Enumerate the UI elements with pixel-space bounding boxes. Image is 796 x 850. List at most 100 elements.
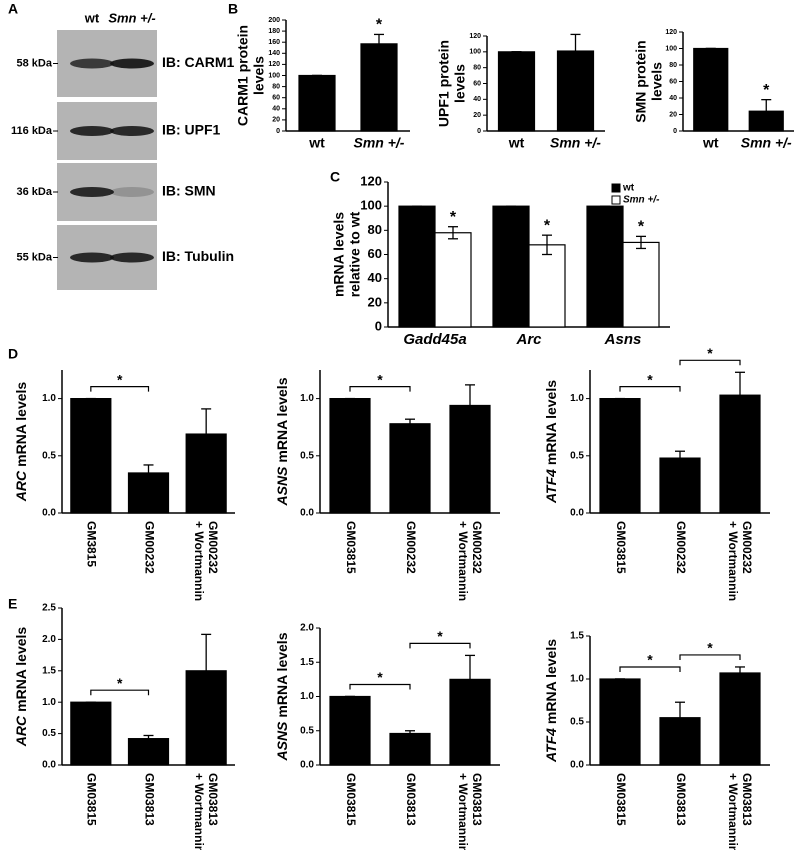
x-tick-label: wt xyxy=(508,135,525,151)
y-axis-label: relative to wt xyxy=(347,211,363,297)
x-tick-label: Arc xyxy=(515,331,542,348)
y-tick-label: 1.0 xyxy=(300,691,314,702)
y-tick-label: 120 xyxy=(268,61,280,68)
x-tick-label: GM03813 xyxy=(206,773,220,826)
y-tick-label: 140 xyxy=(268,50,280,57)
y-axis-label: CARM1 protein xyxy=(235,25,251,126)
blot-band xyxy=(110,58,154,69)
legend-label: Smn +/- xyxy=(623,195,660,206)
y-tick-label: 0 xyxy=(673,128,677,135)
y-tick-label: 0.5 xyxy=(42,728,56,739)
y-tick-label: 20 xyxy=(669,111,677,118)
y-axis-label: ARC mRNA levels xyxy=(13,627,29,748)
y-tick-label: 0.0 xyxy=(300,508,314,519)
bar xyxy=(70,398,112,514)
y-label-text: mRNA levels xyxy=(543,380,559,465)
significance-star: * xyxy=(763,82,770,99)
panel-label: C xyxy=(330,169,340,185)
antibody-label: IB: Tubulin xyxy=(162,248,234,264)
significance-star: * xyxy=(707,640,713,656)
x-tick-label: GM03815 xyxy=(614,521,628,574)
y-label-text: mRNA levels xyxy=(274,632,290,717)
bar xyxy=(329,398,371,514)
bar xyxy=(659,457,701,514)
y-label-gene: ATF4 xyxy=(543,728,559,763)
y-tick-label: 120 xyxy=(360,173,382,188)
y-tick-label: 0 xyxy=(375,318,382,333)
blot-band xyxy=(70,126,114,136)
bar xyxy=(127,738,170,766)
y-tick-label: 0.5 xyxy=(570,717,584,728)
y-axis-label: levels xyxy=(251,56,267,95)
y-tick-label: 120 xyxy=(665,29,677,36)
y-tick-label: 80 xyxy=(368,222,382,237)
bar xyxy=(434,232,472,328)
y-tick-label: 1.0 xyxy=(570,393,584,404)
y-tick-label: 60 xyxy=(473,80,481,87)
treatment-label: + Wortmannin xyxy=(726,773,740,850)
y-label-text: mRNA levels xyxy=(543,639,559,724)
significance-star: * xyxy=(377,371,383,387)
significance-bracket xyxy=(409,642,471,649)
y-tick-label: 0.5 xyxy=(42,450,56,461)
y-tick-label: 0 xyxy=(276,128,280,135)
y-tick-label: 0.0 xyxy=(42,508,56,519)
significance-star: * xyxy=(638,219,645,236)
legend-label: wt xyxy=(622,183,635,194)
y-tick-label: 100 xyxy=(469,49,481,56)
bar xyxy=(492,205,530,328)
y-tick-label: 1.0 xyxy=(42,393,56,404)
bar xyxy=(599,678,641,766)
y-tick-label: 40 xyxy=(473,96,481,103)
significance-bracket xyxy=(90,386,150,392)
bar xyxy=(586,205,624,328)
blot-band xyxy=(110,187,154,197)
bar xyxy=(389,732,431,766)
y-tick-label: 100 xyxy=(665,45,677,52)
treatment-label: + Wortmannin xyxy=(726,521,740,601)
x-tick-label: Smn +/- xyxy=(550,135,601,151)
y-label-gene: ATF4 xyxy=(543,469,559,504)
y-tick-label: 0.0 xyxy=(300,760,314,771)
significance-star: * xyxy=(376,17,383,34)
panel-label: B xyxy=(228,1,238,17)
x-tick-label: GM03813 xyxy=(740,773,754,826)
x-tick-label: GM00232 xyxy=(404,521,418,574)
x-tick-label: GM03815 xyxy=(344,521,358,574)
legend-swatch xyxy=(611,195,621,205)
bar xyxy=(329,695,371,766)
x-tick-label: GM03815 xyxy=(85,773,99,826)
blot-band xyxy=(70,187,114,197)
marker-label: 116 kDa xyxy=(11,125,53,137)
y-tick-label: 40 xyxy=(368,270,382,285)
y-tick-label: 200 xyxy=(268,17,280,24)
panel-label: A xyxy=(8,1,18,17)
x-tick-label: GM03813 xyxy=(142,773,156,826)
y-label-gene: ASNS xyxy=(274,466,290,507)
y-tick-label: 0.0 xyxy=(570,760,584,771)
x-tick-label: GM03813 xyxy=(470,773,484,826)
x-tick-label: wt xyxy=(702,135,719,151)
blot-band xyxy=(110,252,154,263)
treatment-label: + Wortmannin xyxy=(192,773,206,850)
y-axis-label: ATF4 mRNA levels xyxy=(543,639,559,763)
treatment-label: + Wortmannin xyxy=(456,773,470,850)
x-tick-label: GM03813 xyxy=(674,773,688,826)
y-label-gene: ASNS xyxy=(274,721,290,762)
bar xyxy=(298,74,336,132)
blot-band xyxy=(70,58,114,69)
bar xyxy=(497,51,536,132)
y-label-text: mRNA levels xyxy=(13,627,29,712)
y-tick-label: 1.5 xyxy=(300,657,314,668)
x-tick-label: GM00232 xyxy=(674,521,688,574)
bar xyxy=(360,43,398,132)
x-tick-label: GM00232 xyxy=(740,521,754,574)
y-tick-label: 1.0 xyxy=(42,697,56,708)
significance-bracket xyxy=(349,386,411,392)
marker-label: 55 kDa xyxy=(17,251,53,263)
y-label-gene: ARC xyxy=(13,715,29,747)
y-tick-label: 60 xyxy=(669,78,677,85)
x-tick-label: GM3815 xyxy=(85,521,99,567)
y-tick-label: 1.0 xyxy=(570,674,584,685)
x-tick-label: Asns xyxy=(604,331,642,348)
